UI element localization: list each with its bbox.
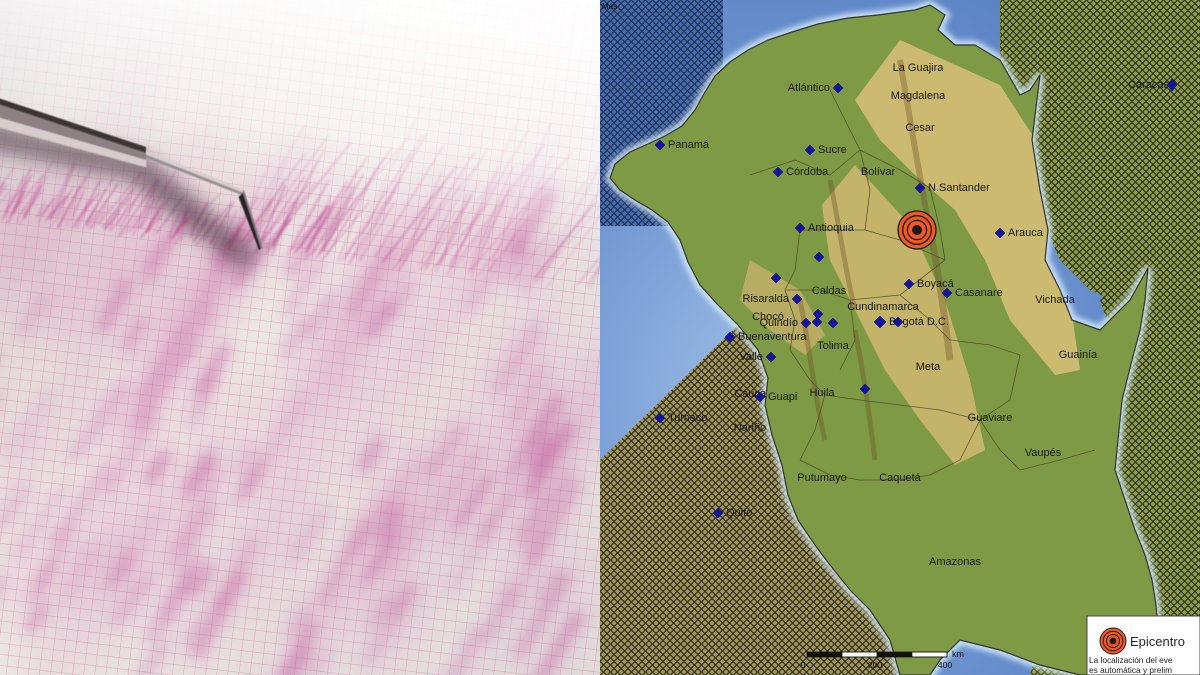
svg-text:Arauca: Arauca <box>1008 227 1044 239</box>
svg-text:Cundinamarca: Cundinamarca <box>847 301 919 313</box>
svg-text:Caracas: Caracas <box>1128 79 1169 91</box>
svg-text:Tumaco: Tumaco <box>668 412 707 424</box>
svg-text:400: 400 <box>938 660 952 670</box>
svg-text:200: 200 <box>868 660 882 670</box>
svg-text:Meta: Meta <box>916 361 941 373</box>
svg-text:Magdalena: Magdalena <box>891 90 946 102</box>
svg-text:Vichada: Vichada <box>1035 294 1075 306</box>
svg-text:Vaupés: Vaupés <box>1025 447 1062 459</box>
svg-text:Risaralda: Risaralda <box>743 293 790 305</box>
svg-text:N.Santander: N.Santander <box>928 182 990 194</box>
svg-text:es automática y prelim: es automática y prelim <box>1089 665 1172 675</box>
svg-text:Nariño: Nariño <box>734 422 766 434</box>
svg-text:Caldas: Caldas <box>812 285 847 297</box>
svg-text:Guapi: Guapi <box>768 391 797 403</box>
svg-text:Córdoba: Córdoba <box>786 166 829 178</box>
svg-text:Casanare: Casanare <box>955 287 1003 299</box>
svg-text:La localización del eve: La localización del eve <box>1089 655 1173 665</box>
svg-text:Guainía: Guainía <box>1059 349 1098 361</box>
svg-text:Sucre: Sucre <box>818 144 847 156</box>
svg-text:Epicentro: Epicentro <box>1130 634 1185 649</box>
svg-text:Guaviare: Guaviare <box>968 412 1013 424</box>
svg-text:Huila: Huila <box>809 387 835 399</box>
svg-text:Boyacá: Boyacá <box>917 278 955 290</box>
svg-text:Chocó: Chocó <box>752 311 784 323</box>
svg-text:Amazonas: Amazonas <box>929 556 981 568</box>
svg-text:km: km <box>952 649 964 659</box>
svg-text:Tolima: Tolima <box>817 340 850 352</box>
svg-text:Panamá: Panamá <box>668 139 710 151</box>
svg-text:Valle: Valle <box>739 351 763 363</box>
svg-text:Cesar: Cesar <box>905 122 935 134</box>
svg-text:0: 0 <box>801 660 806 670</box>
svg-text:Antioquia: Antioquia <box>808 222 855 234</box>
svg-text:Atlántico: Atlántico <box>788 82 830 94</box>
svg-text:Quito: Quito <box>726 507 752 519</box>
svg-text:Bolívar: Bolívar <box>861 166 896 178</box>
svg-text:Mas: Mas <box>602 2 617 11</box>
svg-text:Caquetá: Caquetá <box>879 472 921 484</box>
svg-text:La Guajira: La Guajira <box>893 62 945 74</box>
svg-text:Putumayo: Putumayo <box>797 472 847 484</box>
svg-text:Buenaventura: Buenaventura <box>738 331 807 343</box>
